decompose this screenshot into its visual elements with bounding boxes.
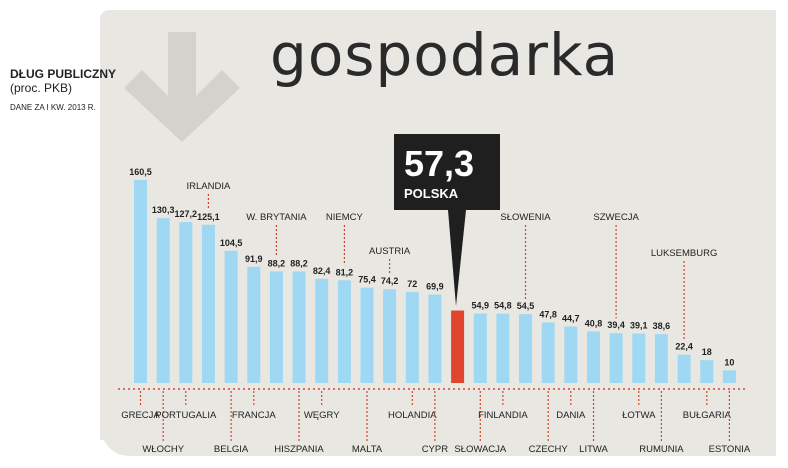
category-label: WĘGRY	[304, 410, 340, 421]
category-label: SŁOWACJA	[454, 444, 507, 455]
value-label: 82,4	[313, 266, 331, 276]
value-label: 38,6	[653, 321, 671, 331]
bar	[269, 271, 283, 383]
value-label: 54,8	[494, 301, 512, 311]
bar	[156, 218, 170, 383]
bar	[654, 334, 668, 383]
bar	[722, 370, 736, 383]
value-label: 44,7	[562, 314, 580, 324]
highlight-callout: 57,3 POLSKA	[394, 134, 500, 306]
value-label: 69,9	[426, 282, 444, 292]
value-label: 39,1	[630, 321, 648, 331]
bar	[405, 291, 419, 383]
value-label: 18	[702, 347, 712, 357]
bar	[587, 331, 600, 383]
callout-value: 57,3	[404, 143, 474, 184]
category-label: GRECJA	[121, 410, 160, 421]
bar	[451, 310, 465, 383]
category-label: SZWECJA	[593, 212, 639, 223]
bar	[337, 280, 351, 383]
bar	[428, 294, 442, 383]
value-label: 160,5	[129, 167, 152, 177]
top-strip	[0, 0, 788, 10]
category-label: HISZPANIA	[274, 444, 324, 455]
value-label: 54,5	[517, 301, 535, 311]
category-label: W. BRYTANIA	[246, 212, 307, 223]
bar	[473, 313, 487, 383]
category-label: SŁOWENIA	[500, 212, 551, 223]
value-label: 72	[407, 279, 417, 289]
value-label: 54,9	[472, 301, 490, 311]
bar	[360, 287, 374, 383]
bar	[632, 333, 646, 383]
bar	[609, 333, 623, 383]
category-label: ŁOTWA	[622, 410, 656, 421]
down-arrow-icon	[124, 32, 240, 142]
category-label: HOLANDIA	[388, 410, 437, 421]
value-label: 127,2	[175, 209, 198, 219]
category-label: BELGIA	[214, 444, 249, 455]
bar	[292, 271, 306, 383]
category-label: AUSTRIA	[369, 246, 411, 257]
bar	[383, 289, 397, 383]
value-label: 130,3	[152, 205, 175, 215]
value-label: 10	[724, 357, 734, 367]
bar	[541, 322, 555, 383]
category-label: RUMUNIA	[639, 444, 684, 455]
chart-side-caption: DŁUG PUBLICZNY (proc. PKB) DANE ZA I KW.…	[10, 68, 120, 113]
bar	[247, 266, 261, 383]
value-label: 40,8	[585, 318, 603, 328]
category-label: DANIA	[556, 410, 586, 421]
category-label: PORTUGALIA	[155, 410, 217, 421]
value-label: 88,2	[290, 258, 308, 268]
category-label: MALTA	[352, 444, 383, 455]
value-label: 47,8	[539, 310, 557, 320]
bar	[134, 180, 147, 383]
callout-label: POLSKA	[404, 186, 459, 201]
bars-layer: 160,5 GRECJA 130,3 WŁOCHY 127,2 PORTUGALIA 125…	[121, 167, 751, 455]
callout-box	[394, 134, 500, 306]
value-label: 88,2	[268, 258, 286, 268]
value-label: 125,1	[197, 212, 220, 222]
value-label: 75,4	[358, 275, 376, 285]
category-label: LUKSEMBURG	[651, 248, 718, 259]
chart-unit: (proc. PKB)	[10, 81, 73, 95]
value-label: 91,9	[245, 254, 263, 264]
value-label: 39,4	[607, 320, 625, 330]
category-label: FINLANDIA	[478, 410, 528, 421]
category-label: LITWA	[579, 444, 608, 455]
section-title: gospodarka	[270, 21, 620, 89]
category-label: FRANCJA	[232, 410, 276, 421]
category-label: NIEMCY	[326, 212, 364, 223]
category-label: CZECHY	[529, 444, 569, 455]
bar	[224, 250, 238, 383]
bar	[564, 326, 578, 383]
value-label: 104,5	[220, 238, 243, 248]
value-label: 22,4	[675, 342, 693, 352]
category-label: IRLANDIA	[186, 181, 230, 192]
category-label: ESTONIA	[709, 444, 751, 455]
bar	[179, 222, 193, 383]
bar	[519, 314, 532, 383]
category-label: WŁOCHY	[142, 444, 184, 455]
value-label: 81,2	[336, 267, 354, 277]
category-label: CYPR	[422, 444, 449, 455]
bar	[700, 360, 714, 383]
bar	[315, 278, 329, 383]
bar	[201, 224, 215, 383]
chart-title: DŁUG PUBLICZNY	[10, 67, 116, 81]
data-source-note: DANE ZA I KW. 2013 R.	[10, 103, 96, 112]
bar	[677, 354, 691, 383]
category-label: BUŁGARIA	[683, 410, 732, 421]
bar	[496, 313, 510, 383]
value-label: 74,2	[381, 276, 399, 286]
